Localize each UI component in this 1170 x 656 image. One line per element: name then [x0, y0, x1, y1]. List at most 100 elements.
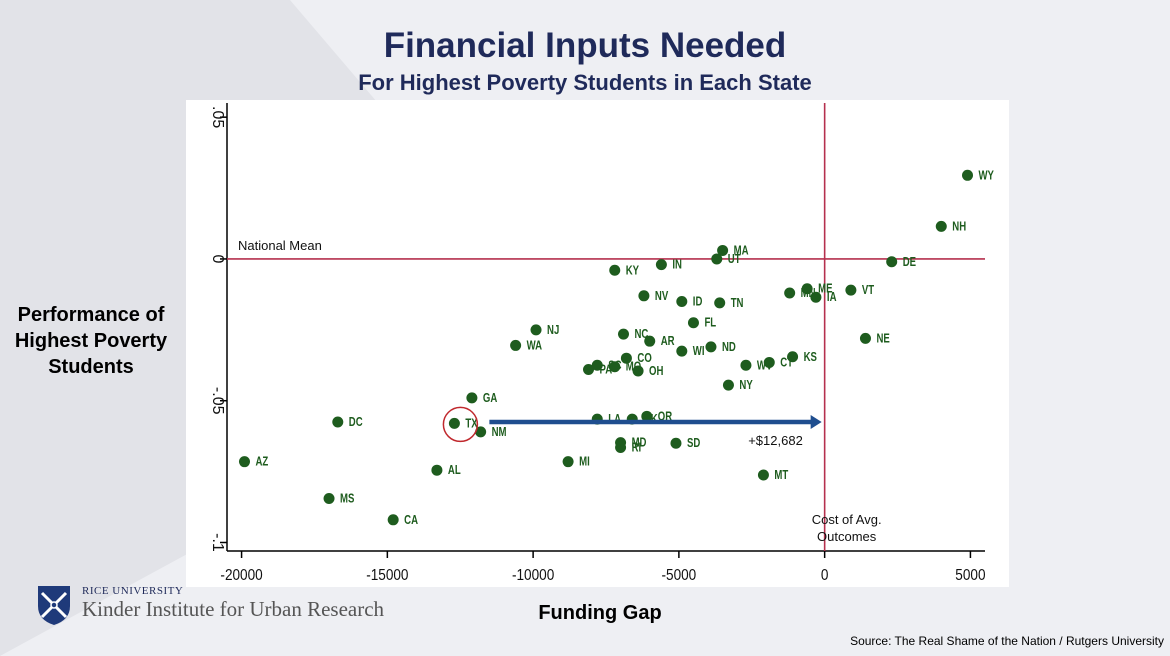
state-label-nc: NC: [634, 328, 648, 341]
y-tick-label: 0: [209, 254, 226, 263]
state-label-fl: FL: [704, 317, 716, 330]
data-point-ny: [722, 379, 734, 391]
y-tick-label: -.05: [209, 387, 226, 415]
data-point-dc: [332, 416, 344, 428]
y-tick-label: -.1: [209, 533, 226, 552]
state-label-tx: TX: [465, 417, 478, 430]
data-point-wi: [676, 345, 688, 357]
state-label-nv: NV: [655, 290, 669, 303]
plot-background: [186, 100, 1009, 587]
x-tick-label: 5000: [955, 567, 985, 584]
state-label-ny: NY: [739, 379, 753, 392]
state-label-dc: DC: [349, 416, 363, 429]
data-point-nd: [705, 341, 717, 353]
state-label-de: DE: [903, 256, 917, 269]
state-label-id: ID: [693, 295, 703, 308]
state-label-nh: NH: [952, 220, 966, 233]
data-point-tx: [448, 417, 460, 429]
y-axis-label: Performance of Highest Poverty Students: [2, 302, 180, 380]
state-label-me: ME: [818, 283, 833, 296]
data-point-ca: [387, 514, 399, 526]
state-label-ma: MA: [734, 244, 749, 257]
x-tick-label: -20000: [220, 567, 262, 584]
state-label-mt: MT: [774, 469, 788, 482]
state-label-md: MD: [632, 437, 647, 450]
source-note: Source: The Real Shame of the Nation / R…: [850, 634, 1164, 648]
data-point-nh: [935, 220, 947, 232]
data-point-nm: [475, 426, 487, 438]
state-label-ne: NE: [876, 332, 890, 345]
data-point-ia: [810, 291, 822, 303]
data-point-oh: [632, 365, 644, 377]
data-point-sc: [591, 359, 603, 371]
x-axis-label: Funding Gap: [538, 602, 662, 624]
state-label-ut: UT: [728, 253, 741, 266]
state-label-mi: MI: [579, 456, 590, 469]
data-point-nc: [617, 328, 629, 340]
cost-avg-outcomes-label: Cost of Avg.: [812, 512, 882, 527]
y-axis-label-line: Performance of: [17, 304, 165, 326]
state-label-wy: WY: [979, 169, 995, 182]
data-point-nj: [530, 324, 542, 336]
data-point-fl: [687, 317, 699, 329]
data-point-ma: [717, 244, 729, 256]
state-label-wa: WA: [527, 339, 542, 352]
state-label-nm: NM: [492, 426, 507, 439]
data-point-wy: [962, 169, 974, 181]
data-point-ut: [711, 253, 723, 265]
data-point-me: [801, 283, 813, 295]
state-label-ca: CA: [404, 514, 418, 527]
data-point-al: [431, 464, 443, 476]
data-point-ne: [859, 332, 871, 344]
logo-university: RICE UNIVERSITY: [82, 585, 184, 597]
cost-avg-outcomes-label: Outcomes: [817, 529, 877, 544]
data-point-mn: [784, 287, 796, 299]
data-point-tn: [714, 297, 726, 309]
highlight-circle: [442, 406, 479, 443]
data-point-ga: [466, 392, 478, 404]
data-point-nv: [638, 290, 650, 302]
data-point-mi: [562, 456, 574, 468]
x-tick-label: -5000: [662, 567, 697, 584]
state-label-tn: TN: [731, 297, 744, 310]
data-point-az: [238, 456, 250, 468]
state-label-ks: KS: [804, 351, 818, 364]
slide-subtitle: For Highest Poverty Students in Each Sta…: [358, 70, 812, 95]
funding-gap-label: +$12,682: [748, 433, 803, 448]
logo-institute: Kinder Institute for Urban Research: [82, 597, 385, 621]
data-point-id: [676, 295, 688, 307]
y-tick-label: .05: [209, 106, 226, 128]
state-label-ct: CT: [780, 356, 793, 369]
kinder-institute-logo: RICE UNIVERSITY Kinder Institute for Urb…: [36, 584, 416, 628]
state-label-oh: OH: [649, 365, 663, 378]
x-tick-label: -10000: [512, 567, 554, 584]
state-label-wv: WV: [757, 359, 773, 372]
data-point-de: [886, 256, 898, 268]
state-label-pa: PA: [600, 363, 613, 376]
data-point-in: [655, 259, 667, 271]
state-label-sd: SD: [687, 437, 700, 450]
state-label-nd: ND: [722, 341, 736, 354]
national-mean-label: National Mean: [238, 238, 322, 253]
state-label-al: AL: [448, 464, 461, 477]
state-label-ms: MS: [340, 492, 355, 505]
data-point-ms: [323, 493, 335, 505]
state-label-ky: KY: [626, 264, 640, 277]
data-point-ri: [615, 442, 627, 454]
data-point-ar: [644, 335, 656, 347]
data-point-pa: [583, 364, 595, 376]
data-point-mt: [757, 469, 769, 481]
rice-shield-icon: [38, 586, 70, 625]
y-axis-label-line: Students: [48, 356, 134, 378]
state-label-nj: NJ: [547, 324, 559, 337]
state-label-in: IN: [672, 258, 682, 271]
data-point-ct: [763, 356, 775, 368]
state-label-co: CO: [637, 352, 652, 365]
data-point-vt: [845, 284, 857, 296]
state-label-ia: IA: [827, 291, 837, 304]
state-label-ga: GA: [483, 392, 497, 405]
data-point-ky: [609, 264, 621, 276]
state-label-ri: RI: [632, 441, 642, 454]
slide-title: Financial Inputs Needed: [383, 26, 787, 65]
data-point-mo: [609, 361, 621, 373]
